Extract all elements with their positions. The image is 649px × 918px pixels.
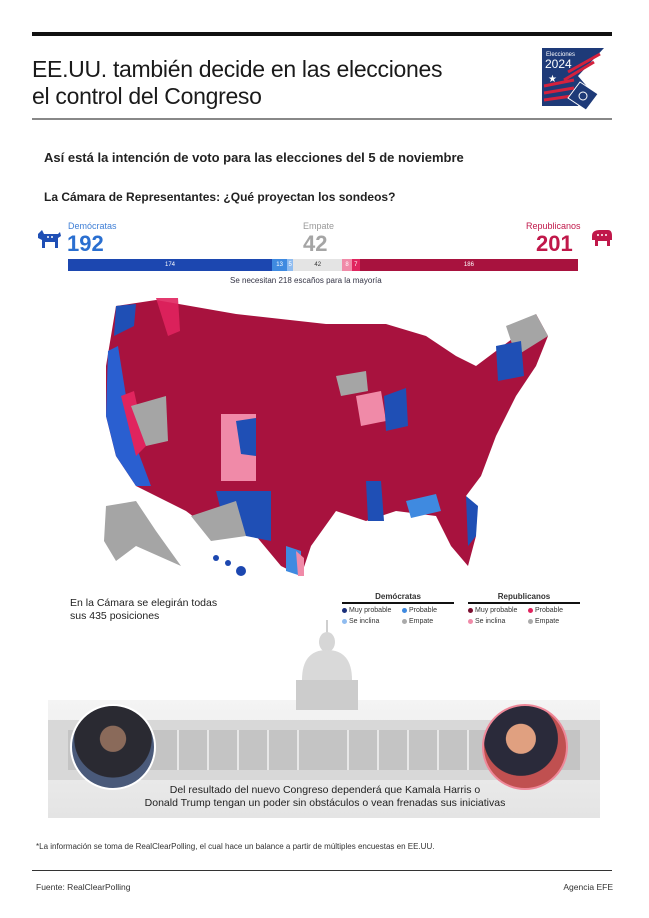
agency-credit: Agencia EFE — [563, 882, 613, 892]
legend-dem-se-inclina: Se inclina — [342, 618, 402, 625]
dem-label: Demócratas — [68, 221, 117, 231]
legend-democratas: Demócratas Muy probable Probable Se incl… — [342, 592, 454, 625]
legend-rep-probable: Probable — [528, 607, 578, 614]
map-caption-line-2: sus 435 posiciones — [70, 610, 160, 622]
elephant-icon — [590, 228, 614, 253]
source-credit: Fuente: RealClearPolling — [36, 882, 131, 892]
us-house-map — [96, 296, 556, 591]
svg-text:Elecciones: Elecciones — [546, 52, 575, 58]
top-rule — [32, 32, 612, 36]
bar-rep-muy-probable: 186 — [359, 259, 578, 271]
map-caption: En la Cámara se elegirán todas sus 435 p… — [70, 597, 217, 623]
bar-dem-se-inclina: 5 — [287, 259, 294, 271]
majority-note: Se necesitan 218 escaños para la mayoría — [230, 276, 382, 285]
subtitle: Así está la intención de voto para las e… — [44, 150, 464, 165]
title-divider — [32, 118, 612, 120]
svg-text:★: ★ — [548, 74, 557, 85]
svg-text:2024: 2024 — [545, 57, 572, 71]
bar-dem-muy-probable: 174 — [68, 259, 272, 271]
bar-dem-probable: 13 — [272, 259, 288, 271]
title-line-1: EE.UU. también decide en las elecciones — [32, 56, 443, 82]
legend-rep-empate: Empate — [528, 618, 578, 625]
legend-rep-title: Republicanos — [468, 592, 580, 604]
section-title: La Cámara de Representantes: ¿Qué proyec… — [44, 190, 396, 204]
legend-rep-muy-probable: Muy probable — [468, 607, 528, 614]
quote-line-1: Del resultado del nuevo Congreso depende… — [169, 784, 481, 796]
footer-rule — [32, 870, 612, 871]
bar-rep-se-inclina: 8 — [342, 259, 352, 271]
legend-dem-probable: Probable — [402, 607, 452, 614]
capitol-dome — [282, 620, 372, 715]
tie-total: 42 — [303, 231, 328, 256]
legend-dem-muy-probable: Muy probable — [342, 607, 402, 614]
legend-dem-title: Demócratas — [342, 592, 454, 604]
congress-quote: Del resultado del nuevo Congreso depende… — [130, 784, 520, 810]
footnote: *La información se toma de RealClearPoll… — [36, 842, 435, 851]
page-title: EE.UU. también decide en las elecciones … — [32, 56, 443, 110]
bar-empate: 42 — [293, 259, 343, 271]
kamala-harris-photo — [70, 704, 156, 790]
donald-trump-photo — [482, 704, 568, 790]
tie-label: Empate — [303, 221, 335, 231]
elecciones-2024-logo: Elecciones 2024 ★ — [538, 46, 608, 112]
bar-rep-probable: 7 — [351, 259, 360, 271]
seat-projection-bar: 174 13 5 42 8 7 186 — [68, 259, 578, 271]
title-line-2: el control del Congreso — [32, 83, 262, 109]
rep-label: Republicanos — [526, 221, 581, 231]
dem-total: 192 — [67, 231, 104, 256]
legend-dem-empate: Empate — [402, 618, 452, 625]
rep-total: 201 — [536, 231, 573, 256]
donkey-icon — [36, 228, 62, 255]
quote-line-2: Donald Trump tengan un poder sin obstácu… — [144, 797, 506, 809]
legend-rep-se-inclina: Se inclina — [468, 618, 528, 625]
legend-republicanos: Republicanos Muy probable Probable Se in… — [468, 592, 580, 625]
map-caption-line-1: En la Cámara se elegirán todas — [70, 597, 218, 609]
